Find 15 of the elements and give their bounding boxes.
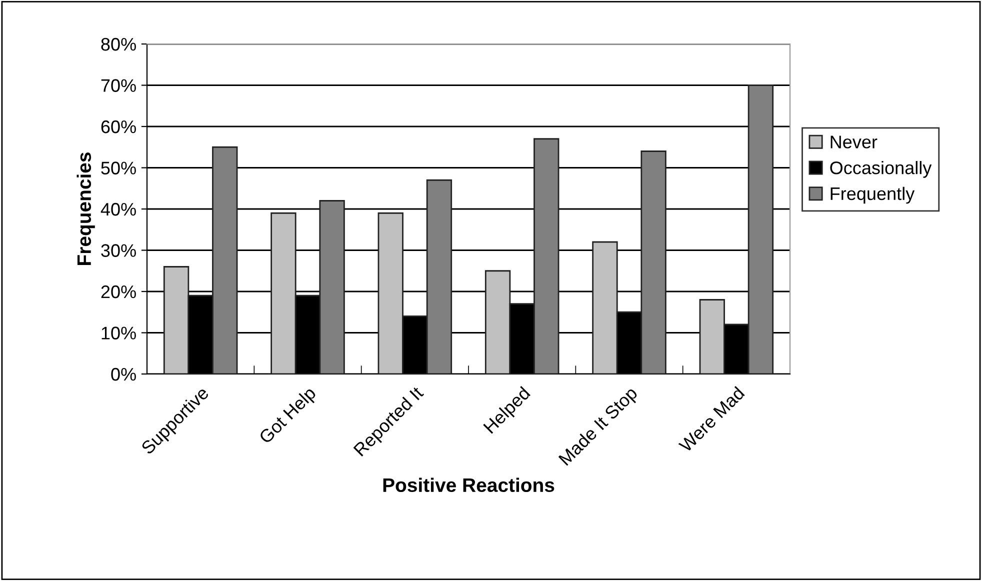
y-tick-label: 70% (101, 79, 136, 92)
x-axis-title: Positive Reactions (383, 478, 554, 492)
y-tick-label: 20% (101, 285, 136, 298)
y-tick-label: 80% (101, 38, 136, 51)
y-tick-label: 10% (102, 326, 136, 340)
y-tick-label: 30% (101, 244, 136, 257)
legend-label: Frequently (830, 186, 915, 204)
y-tick-label: 50% (101, 162, 136, 174)
y-axis-title: Frequencies (76, 152, 95, 265)
y-tick-label: 60% (101, 120, 136, 134)
y-tick-label: 0% (111, 368, 136, 381)
x-tick-label: Got Help (258, 386, 320, 447)
legend-label: Never (830, 136, 878, 148)
legend-label: Occasionally (830, 160, 932, 178)
y-tick-label: 40% (100, 202, 136, 216)
